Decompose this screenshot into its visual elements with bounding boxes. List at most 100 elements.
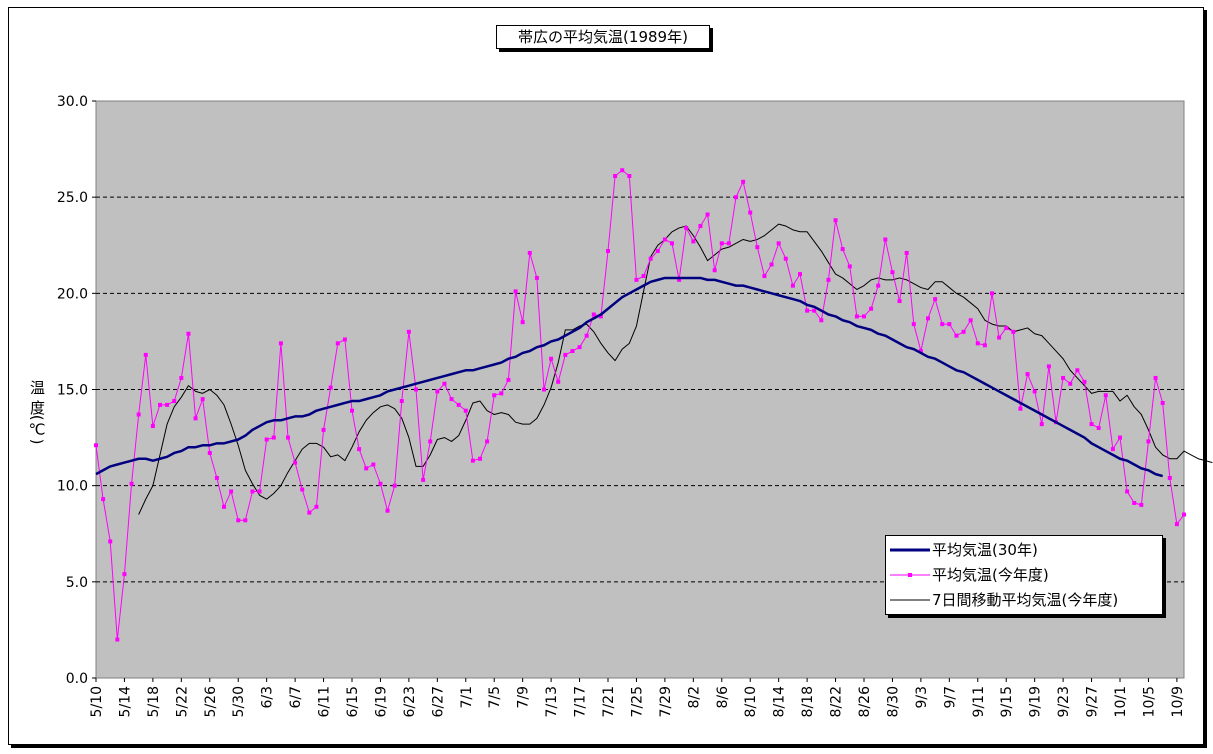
data-point (456, 402, 461, 407)
frame-shadow-bottom (11, 745, 1207, 748)
x-tick-label: 8/6 (715, 686, 731, 709)
data-point (1018, 406, 1023, 411)
y-tick-label: 10.0 (57, 479, 88, 495)
x-tick-label: 8/18 (800, 686, 816, 717)
x-tick-label: 8/14 (772, 686, 788, 718)
data-point (897, 299, 902, 304)
data-point (670, 241, 674, 246)
x-tick-label: 7/25 (629, 686, 645, 717)
data-point (1011, 329, 1016, 334)
x-tick-label: 9/11 (971, 686, 987, 717)
data-point (1046, 364, 1051, 369)
data-point (762, 274, 767, 279)
data-point (634, 277, 639, 282)
x-tick-label: 8/2 (686, 686, 702, 709)
data-point (136, 412, 141, 417)
x-tick-label: 5/22 (174, 686, 190, 717)
data-point (506, 377, 511, 382)
data-point (243, 518, 248, 523)
data-point (442, 381, 447, 386)
series-layer (94, 168, 1213, 642)
data-point (1139, 502, 1144, 507)
x-tick-label: 7/1 (459, 686, 475, 709)
x-tick-label: 6/7 (288, 686, 304, 709)
data-point (1182, 512, 1186, 517)
x-tick-label: 5/18 (146, 686, 162, 717)
data-point (705, 212, 710, 217)
legend-item-30yr: 平均気温(30年) (886, 539, 1162, 561)
series-line-0 (95, 276, 1163, 478)
data-point (1039, 422, 1044, 427)
x-tick-label: 8/10 (743, 686, 759, 717)
data-point (833, 218, 838, 223)
data-point (990, 291, 994, 296)
data-point (790, 283, 795, 288)
data-point (463, 408, 468, 413)
chart-title: 帯広の平均気温(1989年) (496, 25, 710, 49)
data-point (798, 272, 802, 277)
data-point (1160, 400, 1165, 405)
y-axis-label: 温 度(℃) (28, 380, 46, 445)
legend: 平均気温(30年) 平均気温(今年度) 7日間移動平均気温(今年度) (885, 535, 1163, 615)
legend-swatch-moving-avg (890, 599, 930, 601)
data-point (392, 483, 397, 488)
data-point (214, 475, 219, 480)
x-tick-label: 7/21 (601, 686, 617, 717)
x-tick-label: 5/30 (231, 686, 247, 717)
data-point (158, 402, 162, 407)
data-point (342, 337, 347, 342)
data-point (371, 462, 376, 467)
x-tick-label: 9/19 (1028, 686, 1044, 717)
x-tick-label: 9/15 (999, 686, 1015, 717)
data-point (1089, 422, 1094, 427)
data-point (172, 399, 177, 404)
x-axis-ticks: 5/10 5/14 5/18 5/22 5/26 5/30 6/3 6/7 6/11 6/15 6/… (89, 678, 1186, 717)
data-point (520, 320, 525, 325)
data-point (1118, 435, 1122, 440)
data-point (549, 356, 554, 361)
data-point (719, 241, 724, 246)
x-tick-label: 9/23 (1056, 686, 1072, 717)
data-point (542, 387, 546, 392)
y-tick-label: 25.0 (57, 190, 88, 206)
data-point (122, 572, 127, 577)
data-point (556, 379, 561, 384)
data-point (982, 343, 987, 348)
data-point (847, 264, 852, 269)
x-tick-label: 9/7 (942, 686, 958, 709)
data-point (1032, 389, 1037, 394)
data-point (328, 385, 333, 390)
x-tick-label: 6/19 (373, 686, 389, 717)
data-point (1146, 439, 1151, 444)
data-point (207, 450, 212, 455)
data-point (805, 308, 810, 313)
x-tick-label: 6/15 (345, 686, 361, 717)
data-point (271, 435, 276, 440)
data-point (293, 460, 298, 465)
x-tick-label: 7/29 (658, 686, 674, 717)
data-point (1167, 475, 1172, 480)
x-tick-label: 10/9 (1170, 686, 1186, 717)
data-point (115, 637, 120, 642)
data-point (399, 399, 404, 404)
data-point (449, 397, 454, 402)
data-point (776, 241, 781, 246)
data-point (677, 277, 682, 282)
data-point (698, 224, 703, 229)
data-point (890, 270, 895, 275)
frame-shadow-right (1204, 10, 1207, 748)
data-point (570, 349, 575, 354)
y-axis-ticks: 0.0 5.0 10.0 15.0 20.0 25.0 30.0 (57, 94, 96, 687)
data-point (94, 443, 98, 448)
y-tick-label: 30.0 (57, 94, 88, 110)
y-tick-label: 0.0 (66, 671, 88, 687)
x-tick-label: 8/26 (857, 686, 873, 718)
data-point (869, 306, 874, 311)
data-point (655, 249, 660, 254)
data-point (222, 504, 226, 509)
x-tick-label: 6/11 (317, 686, 333, 717)
data-point (143, 352, 148, 357)
data-point (741, 179, 746, 184)
data-point (193, 416, 198, 421)
data-point (712, 268, 717, 273)
